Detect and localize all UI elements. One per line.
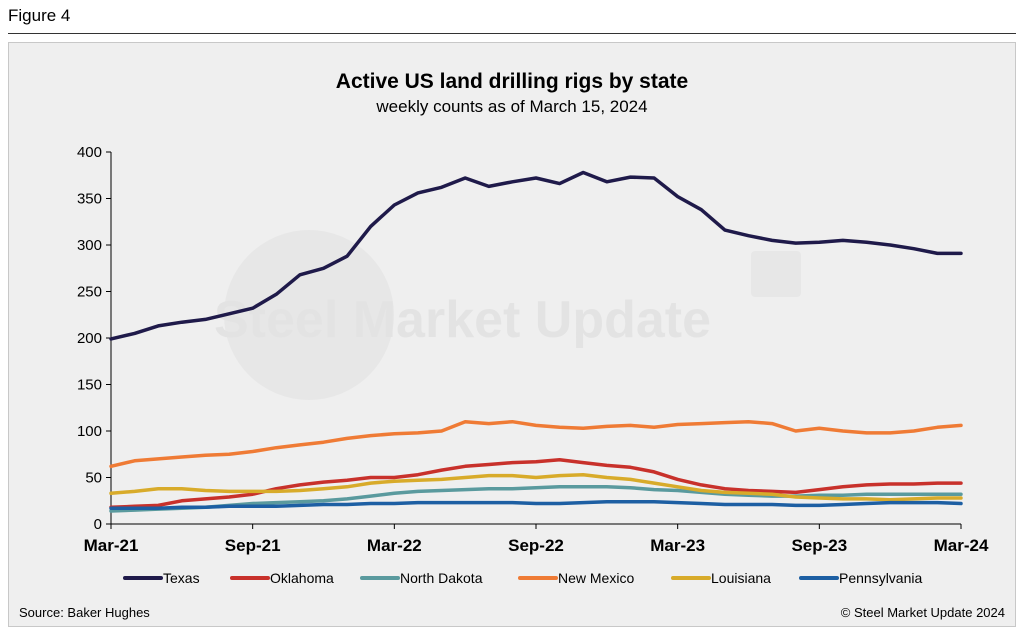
x-tick-label: Mar-21 xyxy=(84,536,139,555)
x-tick-label: Mar-23 xyxy=(650,536,705,555)
y-tick-label: 150 xyxy=(77,377,102,394)
legend-label-louisiana: Louisiana xyxy=(711,570,771,586)
y-tick-label: 0 xyxy=(94,516,102,533)
copyright-note: © Steel Market Update 2024 xyxy=(841,605,1005,620)
legend-label-new-mexico: New Mexico xyxy=(558,570,634,586)
figure-label: Figure 4 xyxy=(8,6,71,25)
legend-label-texas: Texas xyxy=(163,570,200,586)
x-tick-label: Sep-22 xyxy=(508,536,564,555)
x-tick-label: Sep-23 xyxy=(791,536,847,555)
watermark-logo-circle xyxy=(224,230,394,400)
series-line-texas xyxy=(109,170,963,341)
figure-divider xyxy=(8,33,1016,34)
y-tick-label: 350 xyxy=(77,191,102,208)
y-tick-label: 400 xyxy=(77,144,102,161)
watermark-text: Steel Market Update xyxy=(214,291,711,349)
series-line-oklahoma xyxy=(109,458,963,510)
chart-subtitle: weekly counts as of March 15, 2024 xyxy=(375,97,647,116)
chart-svg: Steel Market Update Active US land drill… xyxy=(19,70,1005,620)
x-tick-label: Mar-22 xyxy=(367,536,422,555)
x-axis: Mar-21 Sep-21 Mar-22 Sep-22 Mar-23 Sep-23 Mar-… xyxy=(84,523,989,555)
watermark: Steel Market Update xyxy=(214,230,801,400)
chart-panel: Steel Market Update Active US land drill… xyxy=(8,42,1016,627)
series-line-new-mexico xyxy=(109,419,963,469)
cru-logo-icon xyxy=(751,251,801,297)
legend: Texas Oklahoma North Dakota New Mexico Louis… xyxy=(123,570,922,586)
x-tick-label: Mar-24 xyxy=(934,536,989,555)
y-tick-label: 50 xyxy=(85,470,102,487)
series-lines xyxy=(109,170,963,513)
y-tick-label: 100 xyxy=(77,423,102,440)
legend-label-north-dakota: North Dakota xyxy=(400,570,483,586)
chart-title: Active US land drilling rigs by state xyxy=(336,70,688,93)
legend-label-oklahoma: Oklahoma xyxy=(270,570,334,586)
series-line-north-dakota xyxy=(109,485,963,513)
y-tick-label: 300 xyxy=(77,237,102,254)
y-axis: 0 50 100 150 200 250 300 350 400 xyxy=(77,144,112,533)
series-line-louisiana xyxy=(109,472,963,502)
y-tick-label: 250 xyxy=(77,284,102,301)
y-tick-label: 200 xyxy=(77,330,102,347)
source-note: Source: Baker Hughes xyxy=(19,605,150,620)
legend-label-pennsylvania: Pennsylvania xyxy=(839,570,922,586)
series-line-pennsylvania xyxy=(109,499,963,510)
x-tick-label: Sep-21 xyxy=(225,536,281,555)
